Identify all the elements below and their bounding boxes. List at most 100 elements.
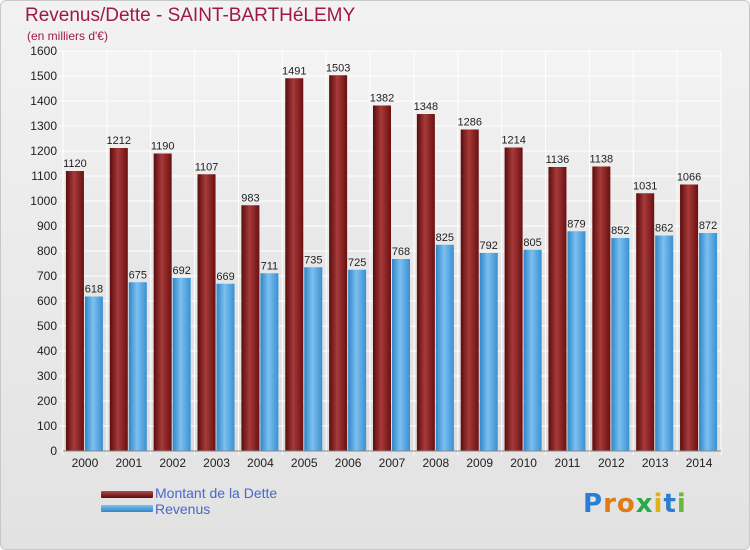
logo-letter: t [663, 489, 677, 519]
y-tick-label: 1200 [30, 144, 57, 158]
y-tick-label: 1300 [30, 119, 57, 133]
legend-swatch-revenus [101, 505, 153, 512]
y-tick-label: 200 [37, 394, 57, 408]
x-tick-label: 2000 [72, 456, 99, 470]
bar-revenus [523, 249, 542, 451]
data-label-dette: 1348 [414, 101, 438, 113]
data-label-dette: 1503 [326, 62, 350, 74]
data-label-revenus: 618 [85, 284, 103, 296]
bar-dette [460, 129, 479, 451]
bar-dette [504, 147, 523, 451]
logo-letter: P [583, 489, 604, 519]
x-tick-label: 2001 [115, 456, 142, 470]
bar-dette [285, 78, 304, 451]
y-tick-label: 900 [37, 219, 57, 233]
y-tick-label: 600 [37, 294, 57, 308]
bar-dette [373, 105, 391, 451]
data-label-dette: 1120 [63, 158, 87, 170]
data-label-dette: 1107 [195, 161, 219, 173]
legend-swatch-dette [101, 491, 153, 498]
data-label-dette: 1212 [107, 135, 131, 147]
bar-dette [109, 148, 128, 451]
bar-revenus [304, 267, 323, 451]
bar-revenus [128, 282, 147, 451]
bar-revenus [699, 233, 718, 451]
x-tick-label: 2002 [159, 456, 186, 470]
proxiti-logo: Proxiti [583, 489, 687, 519]
y-tick-label: 1100 [31, 169, 57, 183]
y-tick-label: 700 [37, 269, 57, 283]
x-tick-label: 2014 [686, 456, 713, 470]
x-tick-label: 2003 [203, 456, 230, 470]
data-label-dette: 1286 [457, 117, 481, 129]
y-tick-label: 300 [37, 369, 57, 383]
x-tick-label: 2011 [555, 456, 581, 470]
logo-letter: x [635, 489, 654, 519]
bar-dette [416, 114, 435, 451]
legend-label-revenus: Revenus [155, 501, 211, 517]
bar-revenus [435, 244, 454, 451]
bar-revenus [260, 273, 279, 451]
bar-revenus [479, 253, 498, 451]
logo-letter: i [653, 489, 664, 519]
legend-label-dette: Montant de la Dette [155, 485, 278, 501]
data-label-dette: 1382 [370, 93, 394, 105]
data-label-revenus: 725 [348, 257, 366, 269]
bar-revenus [172, 278, 191, 451]
data-label-revenus: 862 [655, 223, 673, 235]
bar-revenus [84, 296, 103, 451]
data-label-revenus: 669 [216, 271, 234, 283]
data-label-dette: 1214 [501, 135, 525, 147]
y-tick-label: 400 [37, 344, 57, 358]
x-tick-label: 2010 [510, 456, 537, 470]
data-label-revenus: 692 [172, 265, 190, 277]
bar-dette [592, 166, 611, 451]
x-tick-label: 2013 [642, 456, 669, 470]
chart-title: Revenus/Dette - SAINT-BARTHéLEMY [25, 5, 356, 26]
x-tick-label: 2009 [466, 456, 493, 470]
bar-dette [548, 167, 567, 451]
x-tick-label: 2005 [291, 456, 318, 470]
y-tick-label: 1600 [30, 44, 57, 58]
y-tick-label: 500 [37, 319, 57, 333]
data-label-revenus: 825 [436, 232, 454, 244]
x-tick-label: 2004 [247, 456, 274, 470]
x-tick-label: 2006 [335, 456, 362, 470]
y-tick-label: 1400 [30, 94, 57, 108]
y-tick-label: 800 [37, 244, 57, 258]
bar-dette [636, 193, 655, 451]
bar-revenus [611, 238, 630, 451]
x-tick-label: 2007 [379, 456, 406, 470]
bar-revenus [567, 231, 586, 451]
data-label-dette: 1491 [282, 65, 306, 77]
bar-dette [329, 75, 348, 451]
data-label-revenus: 872 [699, 220, 717, 232]
data-label-revenus: 675 [129, 269, 147, 281]
bar-revenus [348, 269, 367, 451]
logo-letter: r [603, 489, 617, 519]
data-label-revenus: 879 [567, 218, 585, 230]
data-label-revenus: 735 [304, 254, 322, 266]
data-label-dette: 1138 [590, 154, 614, 166]
data-label-revenus: 805 [523, 237, 541, 249]
data-label-dette: 1031 [633, 180, 657, 192]
data-label-revenus: 768 [392, 246, 410, 258]
y-tick-label: 0 [50, 444, 57, 458]
data-label-dette: 1066 [677, 172, 701, 184]
logo-letter: o [616, 489, 636, 519]
bar-dette [241, 205, 260, 451]
bar-dette [680, 184, 699, 451]
bar-revenus [655, 235, 674, 451]
x-tick-label: 2008 [423, 456, 450, 470]
data-label-dette: 983 [241, 192, 259, 204]
bar-revenus [392, 259, 410, 451]
x-tick-label: 2012 [598, 456, 625, 470]
logo-letter: i [676, 489, 687, 519]
bar-dette [197, 174, 216, 451]
y-tick-label: 1500 [30, 69, 57, 83]
bar-revenus [216, 283, 235, 451]
y-tick-label: 1000 [30, 194, 57, 208]
chart-subtitle: (en milliers d'€) [27, 29, 108, 43]
